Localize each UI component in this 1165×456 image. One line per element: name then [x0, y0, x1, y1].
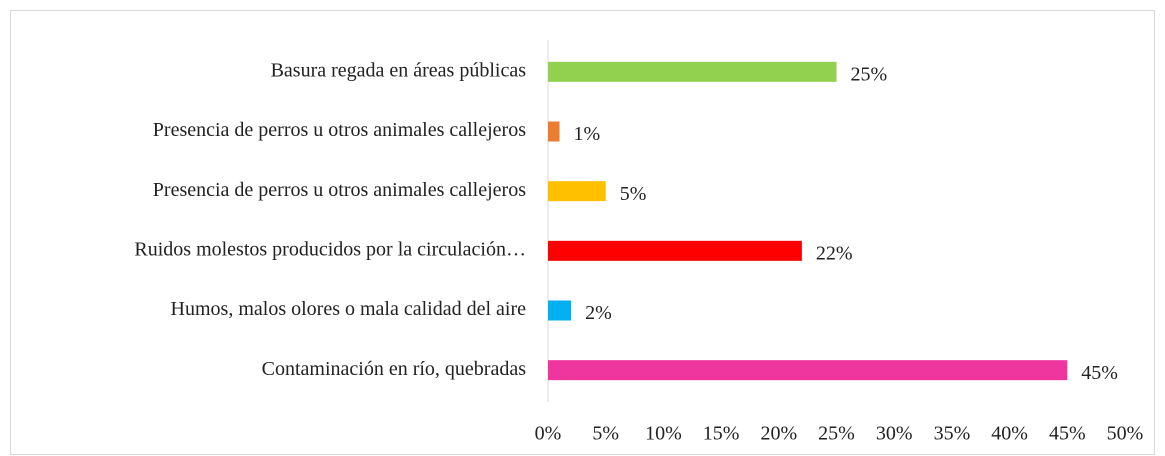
value-label: 25% [851, 63, 888, 85]
value-label: 45% [1081, 362, 1118, 384]
y-tick-label: Contaminación en río, quebradas [262, 358, 527, 380]
x-tick-label: 35% [934, 423, 971, 445]
x-tick-label: 10% [645, 423, 682, 445]
x-tick-label: 45% [1049, 423, 1086, 445]
x-tick-label: 5% [592, 423, 619, 445]
value-label: 22% [816, 242, 853, 264]
value-label: 5% [620, 183, 647, 205]
x-tick-label: 0% [535, 423, 562, 445]
value-label: 1% [574, 123, 601, 145]
x-tick-label: 20% [760, 423, 797, 445]
chart-frame [10, 10, 1155, 455]
x-tick-label: 30% [876, 423, 913, 445]
x-tick-label: 40% [991, 423, 1028, 445]
bar [548, 181, 606, 202]
x-tick-label: 25% [818, 423, 855, 445]
value-label: 2% [585, 302, 612, 324]
bar [548, 61, 837, 82]
bar [548, 360, 1068, 381]
x-tick-label: 50% [1107, 423, 1144, 445]
x-tick-label: 15% [703, 423, 740, 445]
bar [548, 240, 802, 261]
y-tick-label: Basura regada en áreas públicas [271, 59, 527, 81]
bar [548, 300, 572, 321]
y-tick-label: Humos, malos olores o mala calidad del a… [171, 298, 527, 320]
bar [548, 121, 560, 142]
y-tick-label: Ruidos molestos producidos por la circul… [134, 238, 526, 260]
y-tick-label: Presencia de perros u otros animales cal… [153, 179, 526, 201]
y-tick-label: Presencia de perros u otros animales cal… [153, 119, 526, 141]
